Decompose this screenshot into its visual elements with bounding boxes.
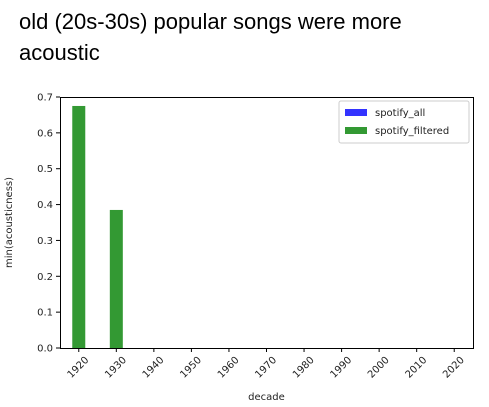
y-tick-label: 0.1 xyxy=(37,308,53,319)
x-axis-label: decade xyxy=(248,392,285,403)
legend-label-spotify_filtered: spotify_filtered xyxy=(375,126,449,137)
slide-caption: old (20s-30s) popular songs were more ac… xyxy=(19,9,402,65)
x-tick-label: 1930 xyxy=(103,355,129,381)
y-tick-label: 0.2 xyxy=(37,272,53,283)
x-tick-label: 1920 xyxy=(66,355,92,381)
legend-label-spotify_all: spotify_all xyxy=(375,108,425,119)
y-tick-label: 0.7 xyxy=(37,93,53,104)
y-tick-label: 0.6 xyxy=(37,128,53,139)
x-axis: 1920 1930 1940 1950 1960 1970 1980 1990 2000 2010… xyxy=(66,348,467,381)
x-tick-label: 1990 xyxy=(328,355,354,381)
x-tick-label: 1960 xyxy=(216,355,242,381)
x-tick-label: 1940 xyxy=(141,355,167,381)
x-tick-label: 1980 xyxy=(291,355,317,381)
legend: spotify_all spotify_filtered xyxy=(338,100,470,144)
legend-swatch-spotify_all xyxy=(345,109,367,116)
y-tick-label: 0.5 xyxy=(37,164,53,175)
y-axis: 0.0 0.1 0.2 0.3 0.4 0.5 0.6 0.7 xyxy=(37,93,60,355)
y-tick-label: 0.3 xyxy=(37,236,53,247)
y-axis-label: min(acousticness) xyxy=(4,177,15,268)
legend-box xyxy=(338,100,470,144)
y-tick-label: 0.0 xyxy=(37,344,53,355)
x-tick-label: 2020 xyxy=(441,355,467,381)
y-tick-label: 0.4 xyxy=(37,200,53,211)
x-tick-label: 1950 xyxy=(178,355,204,381)
x-tick-label: 2010 xyxy=(404,355,430,381)
bar-spotify_filtered-1930 xyxy=(109,209,123,348)
bars-group xyxy=(72,105,123,348)
bar-spotify_filtered-1920 xyxy=(72,105,86,348)
x-tick-label: 1970 xyxy=(253,355,279,381)
legend-swatch-spotify_filtered xyxy=(345,127,367,134)
x-tick-label: 2000 xyxy=(366,355,392,381)
